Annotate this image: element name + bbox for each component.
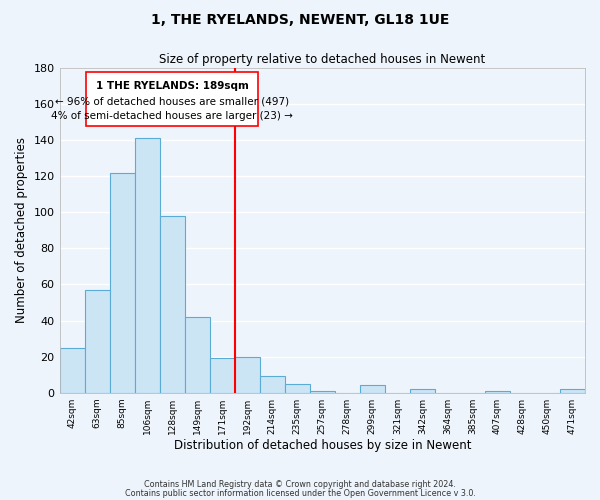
Text: Contains HM Land Registry data © Crown copyright and database right 2024.: Contains HM Land Registry data © Crown c… (144, 480, 456, 489)
Bar (285, 384, 310, 392)
Y-axis label: Number of detached properties: Number of detached properties (15, 138, 28, 324)
Bar (59, 348, 85, 393)
Bar (110, 172, 134, 392)
Bar (134, 138, 160, 392)
Bar (160, 216, 185, 392)
Bar (185, 317, 209, 392)
Text: Contains public sector information licensed under the Open Government Licence v : Contains public sector information licen… (125, 488, 475, 498)
Bar (260, 376, 285, 392)
Bar (209, 358, 235, 392)
Text: 4% of semi-detached houses are larger (23) →: 4% of semi-detached houses are larger (2… (51, 112, 293, 122)
FancyBboxPatch shape (86, 72, 259, 126)
Text: ← 96% of detached houses are smaller (497): ← 96% of detached houses are smaller (49… (55, 97, 289, 107)
Title: Size of property relative to detached houses in Newent: Size of property relative to detached ho… (159, 52, 485, 66)
Bar (485, 391, 510, 392)
Text: 1, THE RYELANDS, NEWENT, GL18 1UE: 1, THE RYELANDS, NEWENT, GL18 1UE (151, 12, 449, 26)
Text: 1 THE RYELANDS: 189sqm: 1 THE RYELANDS: 189sqm (96, 80, 248, 90)
Bar (560, 389, 585, 392)
Bar (360, 386, 385, 392)
Bar (85, 290, 110, 392)
Bar (310, 391, 335, 392)
X-axis label: Distribution of detached houses by size in Newent: Distribution of detached houses by size … (173, 440, 471, 452)
Bar (410, 389, 435, 392)
Bar (235, 356, 260, 392)
